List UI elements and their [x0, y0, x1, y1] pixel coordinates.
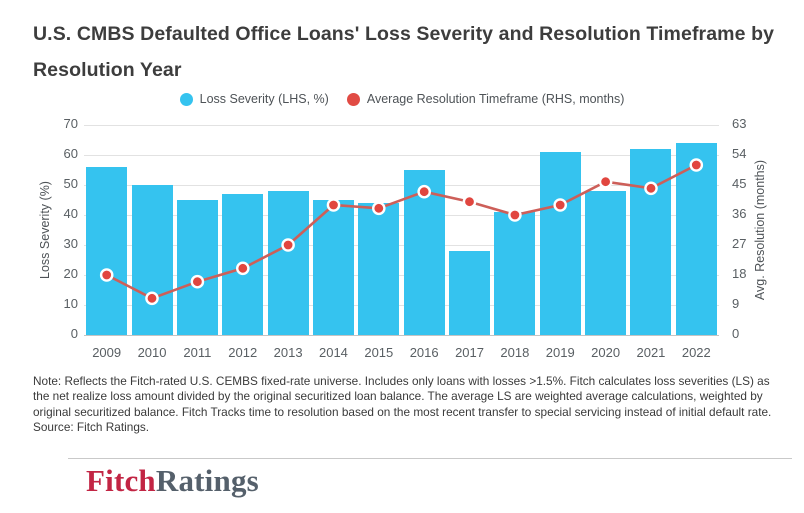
- right-axis-tick: 45: [732, 176, 747, 191]
- x-axis-label: 2013: [273, 345, 303, 360]
- x-axis-label: 2011: [183, 345, 212, 360]
- source-text: Source: Fitch Ratings.: [33, 419, 150, 434]
- gridline: [84, 154, 719, 156]
- x-axis-label: 2019: [545, 345, 575, 360]
- plot-area: [84, 124, 719, 336]
- legend-label: Average Resolution Timeframe (RHS, month…: [366, 92, 625, 106]
- x-axis-label: 2017: [455, 345, 484, 360]
- chart-title-line2: Resolution Year: [33, 59, 182, 81]
- gridline: [84, 244, 719, 246]
- right-axis-tick: 0: [732, 326, 740, 341]
- bar-2010: [131, 185, 173, 335]
- left-axis-tick: 60: [63, 146, 78, 161]
- note-text: Note: Reflects the Fitch-rated U.S. CEMB…: [33, 374, 772, 419]
- bar-2014: [312, 200, 354, 335]
- gridline: [84, 274, 719, 276]
- bar-2015: [358, 203, 400, 335]
- left-axis-tick: 0: [70, 326, 78, 341]
- footer-divider: [68, 458, 792, 459]
- chart-legend: Loss Severity (LHS, %) Average Resolution…: [0, 92, 804, 106]
- data-point-2010: [145, 291, 159, 306]
- fitch-ratings-logo: FitchRatings: [86, 463, 259, 499]
- data-point-2021: [644, 181, 658, 196]
- data-point-2014: [326, 198, 341, 212]
- bar-2018: [494, 212, 536, 335]
- gridline: [84, 184, 719, 186]
- logo-ratings-text: Ratings: [155, 463, 259, 498]
- left-axis-tick: 20: [63, 266, 78, 281]
- chart-title-line1: U.S. CMBS Defaulted Office Loans' Loss S…: [33, 23, 775, 45]
- gridline: [84, 214, 719, 216]
- x-axis-baseline: [84, 334, 719, 336]
- footnote: Note: Reflects the Fitch-rated U.S. CEMB…: [33, 374, 781, 435]
- trend-line: [106, 163, 697, 300]
- data-point-2022: [689, 158, 704, 172]
- right-axis-tick: 27: [732, 236, 747, 251]
- x-axis-label: 2012: [228, 345, 258, 360]
- logo-fitch-text: Fitch: [86, 463, 156, 498]
- right-axis-tick: 36: [732, 206, 747, 221]
- legend-line-marker-icon: [346, 92, 360, 106]
- legend-item: Average Resolution Timeframe (RHS, month…: [346, 92, 625, 106]
- data-point-2020: [598, 174, 613, 189]
- bar-2019: [539, 152, 581, 335]
- left-axis-tick: 50: [63, 176, 78, 191]
- data-point-2017: [462, 194, 477, 209]
- data-point-2009: [99, 268, 114, 282]
- bar-2022: [675, 143, 717, 335]
- legend-bar-marker-icon: [179, 92, 193, 106]
- right-axis-tick: 9: [732, 296, 740, 311]
- left-axis-tick: 70: [63, 116, 78, 131]
- x-axis-label: 2015: [364, 345, 394, 360]
- data-point-2016: [417, 184, 432, 199]
- right-axis-tick: 54: [732, 146, 747, 161]
- x-axis-label: 2009: [92, 345, 122, 360]
- data-point-2012: [235, 261, 250, 276]
- data-point-2018: [508, 208, 522, 222]
- right-axis-tick: 63: [732, 116, 747, 131]
- resolution-timeframe-line-layer: [99, 158, 704, 306]
- bar-2013: [267, 191, 309, 335]
- left-axis-tick: 30: [63, 236, 78, 251]
- gridline: [84, 124, 719, 126]
- bar-2009: [86, 167, 128, 335]
- data-point-2015: [371, 201, 386, 216]
- right-axis-tick: 18: [732, 266, 747, 281]
- loss-severity-chart: Loss Severity (%) Avg. Resolution (month…: [38, 116, 767, 360]
- x-axis-label: 2021: [636, 345, 666, 360]
- data-point-2019: [553, 198, 568, 212]
- data-point-2011: [190, 274, 205, 289]
- gridline: [84, 304, 719, 306]
- x-axis-label: 2018: [500, 345, 530, 360]
- left-axis-tick: 40: [63, 206, 78, 221]
- chart-title: U.S. CMBS Defaulted Office Loans' Loss S…: [33, 16, 778, 88]
- left-axis-title: Loss Severity (%): [38, 181, 52, 279]
- x-axis-label: 2016: [409, 345, 439, 360]
- x-axis-label: 2020: [591, 345, 621, 360]
- data-point-2013: [281, 238, 295, 252]
- bar-2017: [449, 251, 491, 335]
- x-axis-label: 2014: [318, 345, 348, 360]
- x-axis-label: 2022: [681, 345, 711, 360]
- bar-2011: [176, 200, 218, 335]
- x-axis-label: 2010: [137, 345, 167, 360]
- left-axis-tick: 10: [63, 296, 78, 311]
- legend-item: Loss Severity (LHS, %): [179, 92, 329, 106]
- legend-label: Loss Severity (LHS, %): [199, 92, 329, 106]
- bar-2020: [585, 191, 627, 335]
